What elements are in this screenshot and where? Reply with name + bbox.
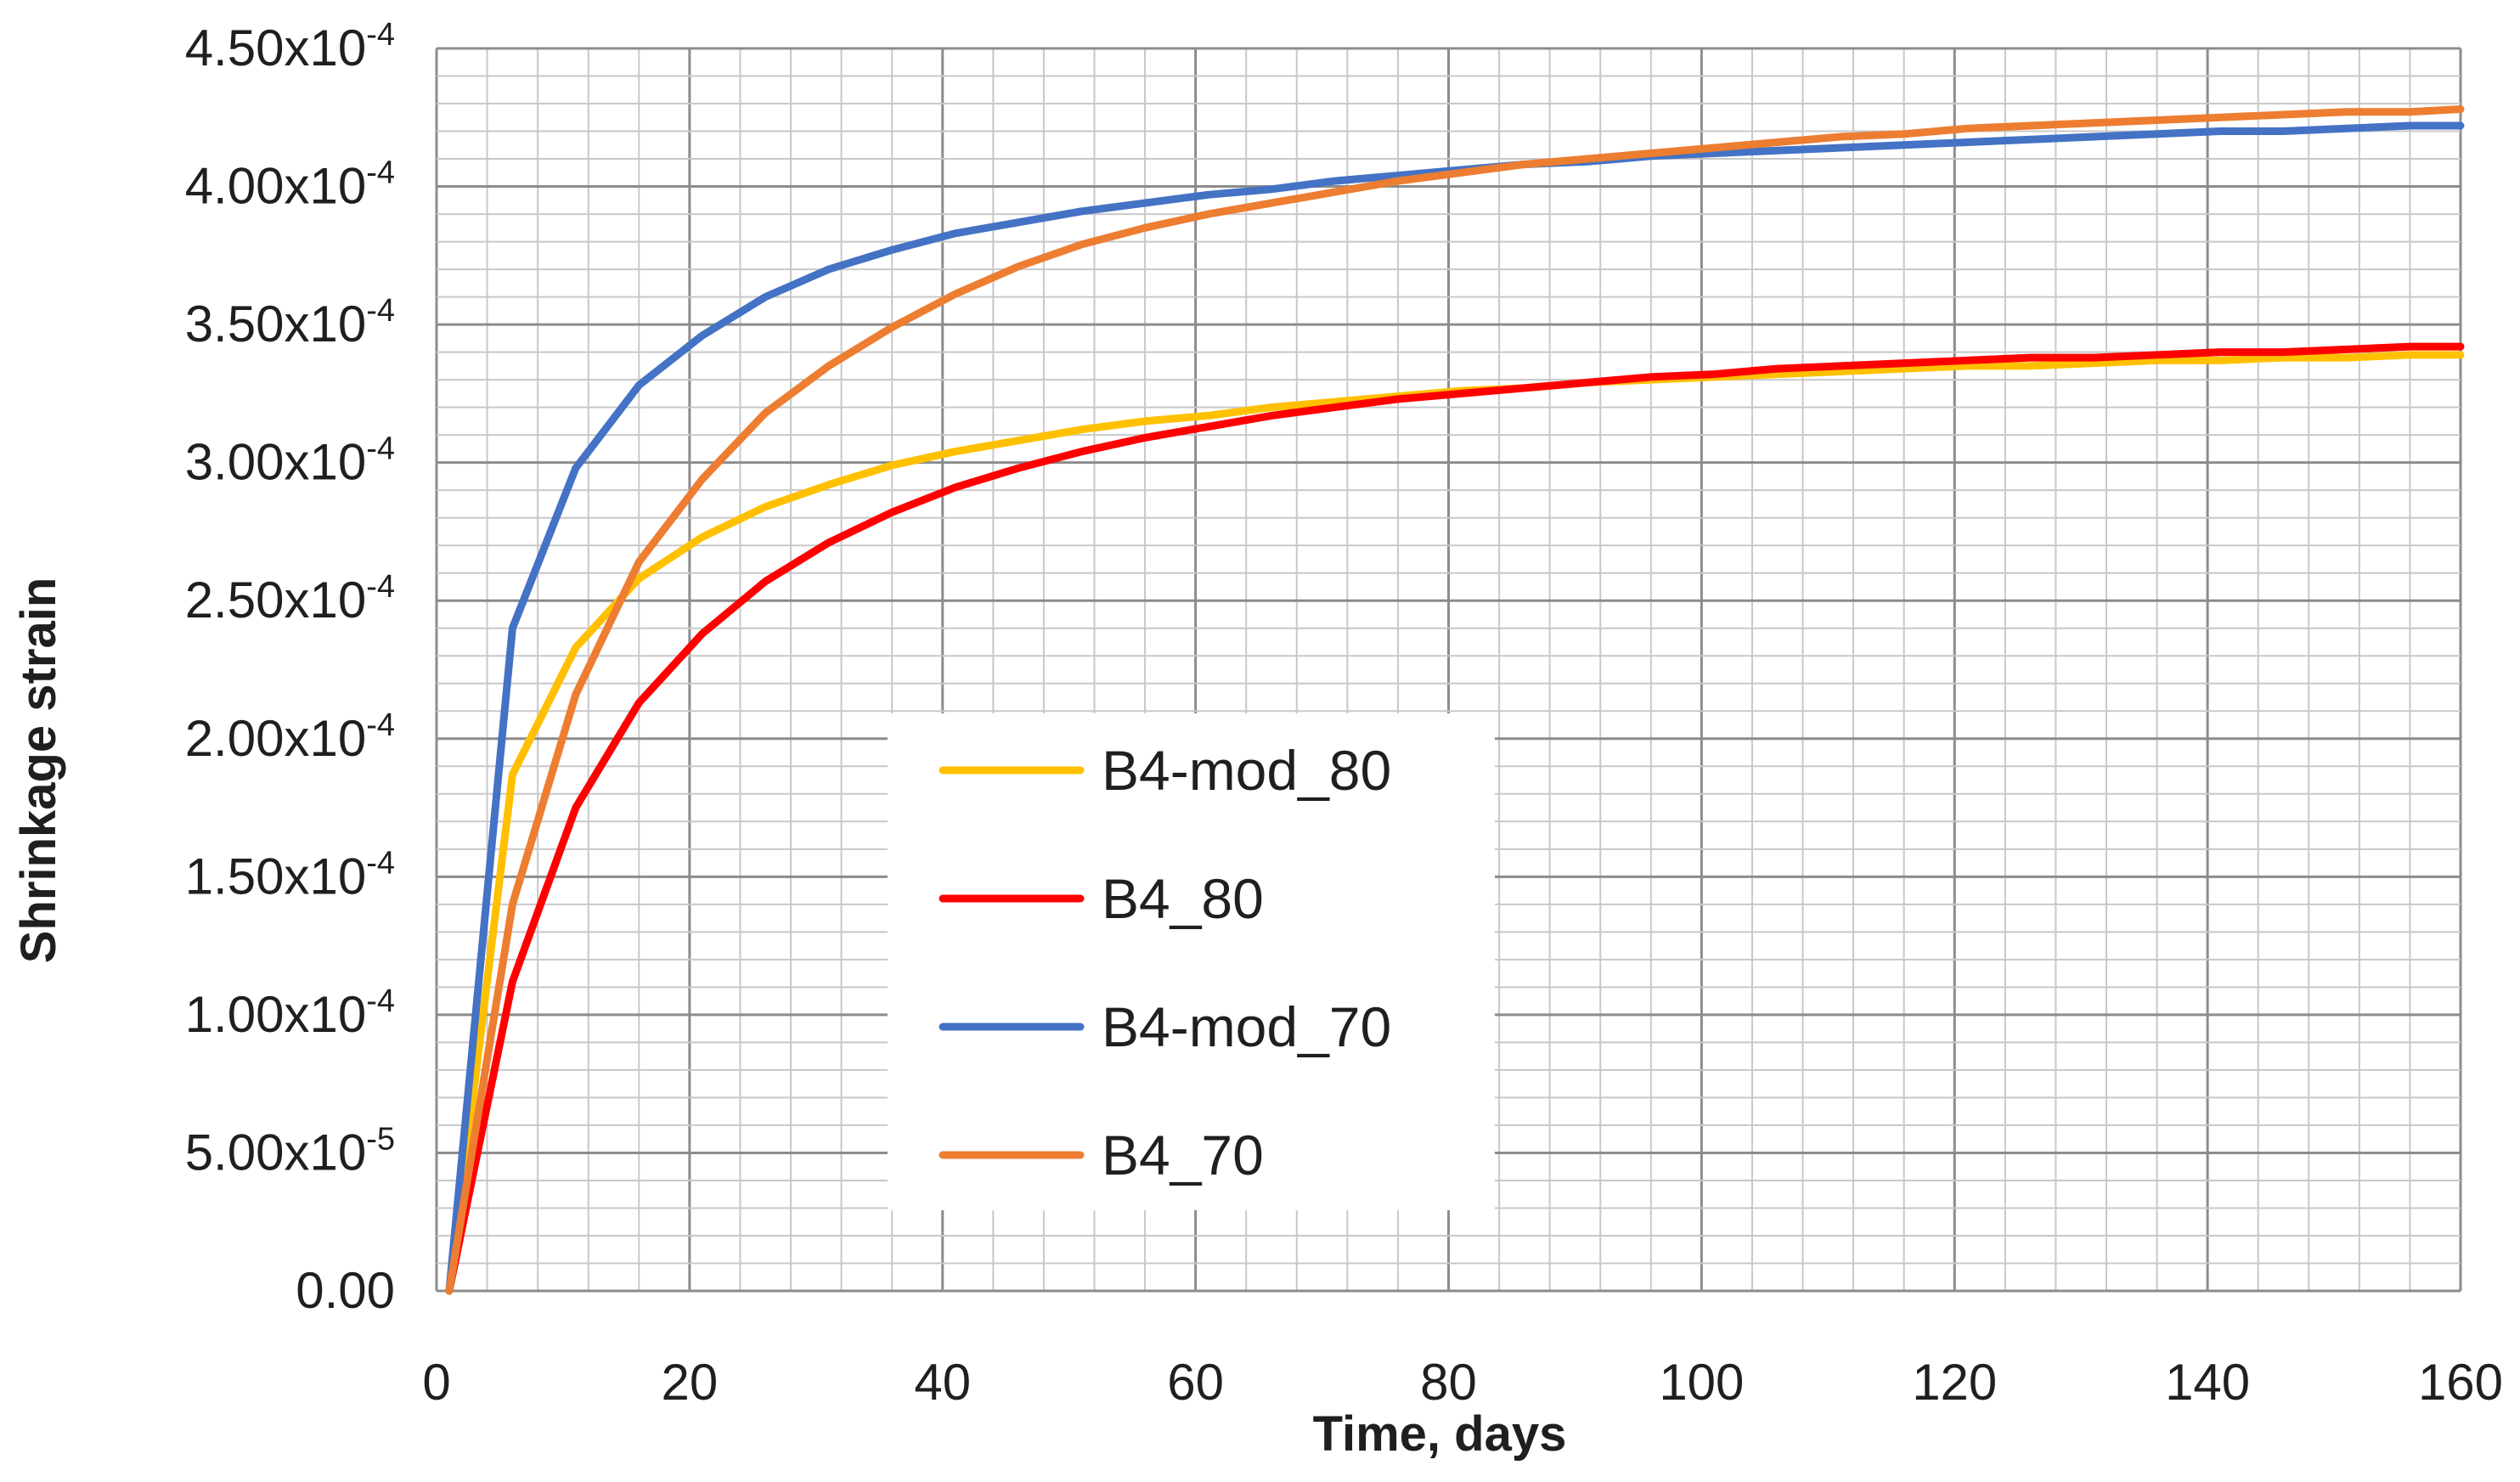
y-tick-exponent: -4: [366, 845, 395, 881]
y-tick-mantissa: 1.00x10: [185, 986, 367, 1043]
x-axis-tick-labels: 0 20 40 60 80 100 120 140 160: [422, 1354, 2503, 1411]
legend-label-b4-70: B4_70: [1102, 1124, 1264, 1186]
legend-label-b4-80: B4_80: [1102, 867, 1264, 930]
x-tick-label: 100: [1659, 1354, 1744, 1411]
y-tick-exponent: -4: [366, 17, 395, 53]
y-tick-exponent: -4: [366, 983, 395, 1019]
x-tick-label: 0: [422, 1354, 450, 1411]
y-tick-label: 5.00x10-5: [185, 1121, 395, 1181]
data-series: [445, 105, 2465, 1295]
y-tick-label: 1.50x10-4: [185, 845, 395, 904]
y-tick-mantissa: 3.00x10: [185, 434, 367, 491]
y-tick-label: 4.50x10-4: [185, 17, 395, 76]
legend-label-b4-mod-70: B4-mod_70: [1102, 995, 1391, 1058]
y-axis-title: Shrinkage strain: [11, 578, 66, 963]
x-tick-label: 40: [914, 1354, 971, 1411]
x-tick-label: 20: [662, 1354, 719, 1411]
x-tick-label: 120: [1912, 1354, 1997, 1411]
y-tick-mantissa: 5.00x10: [185, 1124, 367, 1181]
series-line-b4-70: [445, 105, 2465, 1295]
y-tick-exponent: -4: [366, 293, 395, 329]
legend-label-b4-mod-80: B4-mod_80: [1102, 739, 1391, 802]
y-axis-tick-labels: 0.005.00x10-51.00x10-41.50x10-42.00x10-4…: [185, 17, 395, 1319]
y-tick-mantissa: 4.50x10: [185, 20, 367, 76]
x-axis-title: Time, days: [1313, 1406, 1567, 1462]
y-tick-label: 4.00x10-4: [185, 155, 395, 215]
y-tick-label: 1.00x10-4: [185, 983, 395, 1043]
y-tick-mantissa: 2.00x10: [185, 710, 367, 767]
y-tick-mantissa: 4.00x10: [185, 158, 367, 215]
y-tick-label: 0.00: [296, 1262, 395, 1319]
y-tick-mantissa: 3.50x10: [185, 296, 367, 352]
x-tick-label: 140: [2165, 1354, 2250, 1411]
y-tick-mantissa: 2.50x10: [185, 572, 367, 628]
y-tick-label: 2.00x10-4: [185, 707, 395, 767]
y-tick-exponent: -4: [366, 431, 395, 467]
series-line-b4-80: [445, 342, 2465, 1295]
x-tick-label: 80: [1420, 1354, 1477, 1411]
y-tick-exponent: -4: [366, 569, 395, 605]
legend-box: [888, 713, 1495, 1210]
x-tick-label: 160: [2418, 1354, 2503, 1411]
y-tick-mantissa: 0.00: [296, 1262, 395, 1319]
y-tick-exponent: -5: [366, 1121, 395, 1157]
y-tick-mantissa: 1.50x10: [185, 848, 367, 904]
y-tick-label: 3.00x10-4: [185, 431, 395, 491]
x-tick-label: 60: [1167, 1354, 1224, 1411]
y-tick-exponent: -4: [366, 707, 395, 743]
y-tick-label: 2.50x10-4: [185, 569, 395, 628]
y-tick-label: 3.50x10-4: [185, 293, 395, 352]
y-tick-exponent: -4: [366, 155, 395, 191]
legend: B4-mod_80 B4_80 B4-mod_70 B4_70: [888, 713, 1495, 1210]
